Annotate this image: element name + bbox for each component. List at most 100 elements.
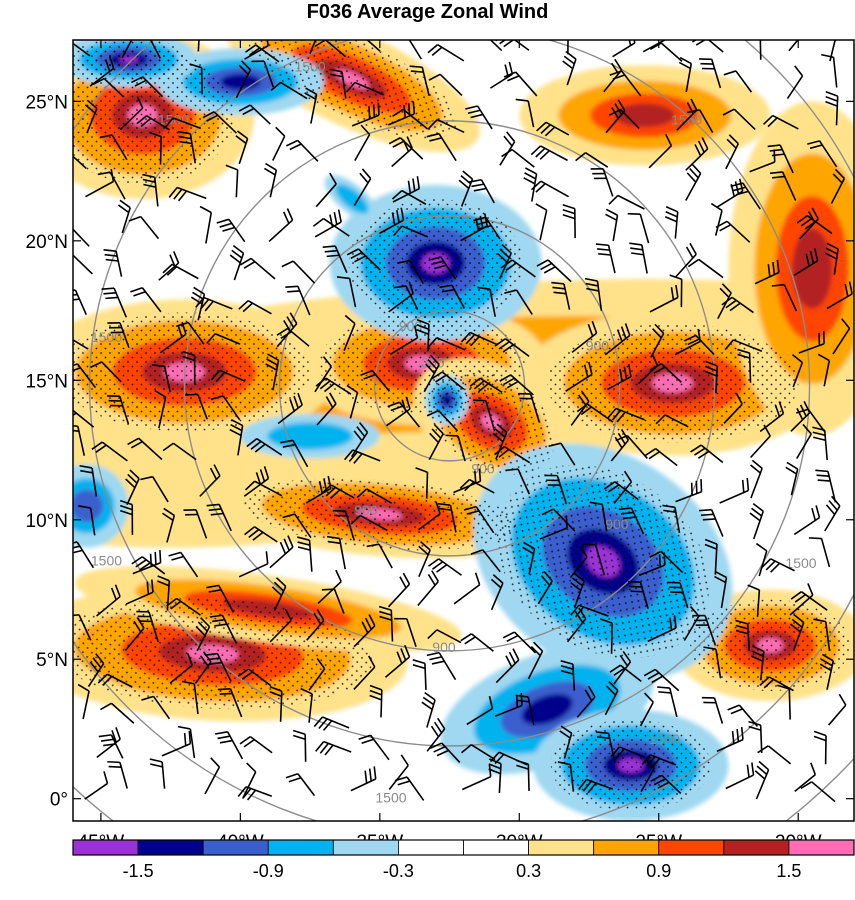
y-tick-label: 20°N bbox=[26, 232, 68, 253]
wind-barb bbox=[315, 740, 352, 756]
ring-label: 1500 bbox=[375, 789, 406, 805]
wind-barb bbox=[557, 761, 575, 792]
colorbar-swatch bbox=[723, 839, 790, 856]
wind-barb bbox=[800, 781, 836, 803]
wind-barb bbox=[300, 687, 313, 723]
wind-barb bbox=[216, 218, 246, 243]
wind-barb bbox=[162, 507, 176, 543]
wind-barb bbox=[239, 735, 273, 754]
wind-barb bbox=[735, 619, 750, 651]
wind-barb bbox=[819, 653, 835, 690]
wind-barb bbox=[717, 283, 732, 319]
wind-barb bbox=[246, 437, 283, 456]
wind-barb bbox=[515, 98, 535, 128]
wind-barb bbox=[356, 488, 393, 504]
wind-barb bbox=[723, 70, 753, 93]
wind-barb bbox=[662, 504, 681, 534]
wind-barb bbox=[699, 58, 722, 89]
wind-barb bbox=[241, 762, 257, 799]
wind-barb bbox=[428, 423, 444, 460]
wind-barb bbox=[667, 581, 689, 609]
ring-label: 1500 bbox=[91, 329, 122, 345]
wind-barb bbox=[504, 289, 533, 315]
wind-barb bbox=[265, 353, 280, 391]
wind-barb bbox=[285, 139, 319, 162]
wind-barb bbox=[793, 248, 819, 277]
wind-barb bbox=[225, 164, 239, 198]
wind-barb bbox=[675, 242, 697, 278]
wind-barb bbox=[535, 203, 548, 241]
wind-barb bbox=[786, 65, 804, 100]
wind-barb bbox=[684, 334, 715, 356]
wind-barb bbox=[161, 731, 192, 757]
wind-barb bbox=[795, 408, 825, 432]
wind-barb bbox=[562, 50, 577, 86]
wind-barb bbox=[776, 684, 791, 720]
wind-barb bbox=[730, 182, 761, 210]
wind-barb bbox=[463, 505, 495, 534]
wind-barb bbox=[276, 327, 310, 347]
wind-barb bbox=[769, 171, 797, 201]
wind-barb bbox=[755, 542, 768, 577]
wind-barb bbox=[788, 40, 809, 52]
wind-barb bbox=[229, 419, 244, 456]
wind-barb bbox=[119, 96, 144, 131]
wind-barb bbox=[627, 580, 649, 609]
wind-barb bbox=[244, 44, 280, 63]
wind-barb bbox=[650, 323, 665, 358]
wind-barb bbox=[590, 168, 614, 197]
wind-barb bbox=[817, 353, 831, 387]
wind-barb bbox=[204, 652, 232, 682]
wind-barb bbox=[584, 277, 603, 311]
wind-barb bbox=[393, 285, 419, 311]
wind-barb bbox=[505, 468, 530, 495]
wind-barb bbox=[326, 535, 347, 570]
wind-barb bbox=[495, 648, 520, 684]
wind-barb bbox=[314, 356, 333, 393]
wind-barb bbox=[737, 348, 752, 383]
y-tick-label: 0° bbox=[50, 790, 68, 811]
wind-barb bbox=[473, 216, 501, 240]
wind-barb bbox=[748, 720, 763, 753]
wind-barb bbox=[678, 56, 693, 93]
wind-barb bbox=[789, 614, 805, 650]
wind-barb bbox=[813, 730, 827, 765]
wind-barb bbox=[428, 256, 457, 280]
wind-barb bbox=[465, 105, 493, 130]
wind-barb bbox=[492, 423, 508, 460]
wind-barb bbox=[182, 350, 196, 385]
wind-barb bbox=[297, 536, 313, 572]
wind-barb bbox=[145, 40, 161, 59]
wind-barb bbox=[292, 729, 307, 762]
wind-barb bbox=[189, 63, 204, 95]
colorbar-swatch bbox=[202, 839, 269, 856]
wind-barb bbox=[763, 114, 799, 130]
wind-barb bbox=[650, 774, 682, 794]
wind-barb bbox=[494, 445, 531, 464]
wind-barb bbox=[571, 320, 598, 354]
wind-barb bbox=[576, 685, 596, 718]
wind-barb bbox=[125, 469, 140, 506]
map-title: F036 Average Zonal Wind bbox=[306, 1, 549, 23]
ring-label: 900 bbox=[471, 460, 495, 476]
wind-barb bbox=[235, 60, 252, 99]
wind-barb bbox=[176, 321, 205, 345]
wind-barb bbox=[142, 173, 159, 207]
wind-barb bbox=[698, 508, 724, 537]
wind-barb bbox=[77, 683, 90, 720]
colorbar-swatch bbox=[528, 839, 595, 856]
wind-barb bbox=[610, 746, 645, 759]
wind-barb bbox=[641, 754, 677, 769]
wind-barb bbox=[243, 466, 270, 497]
wind-barb bbox=[544, 474, 568, 505]
colorbar-label: -0.9 bbox=[253, 861, 284, 881]
wind-barb bbox=[73, 424, 86, 456]
wind-barb bbox=[244, 480, 283, 497]
wind-barb bbox=[516, 759, 530, 791]
wind-barb bbox=[649, 42, 683, 62]
wind-barb bbox=[202, 111, 237, 134]
wind-barb bbox=[97, 673, 133, 688]
wind-barb bbox=[350, 766, 377, 792]
wind-barb bbox=[604, 681, 619, 716]
